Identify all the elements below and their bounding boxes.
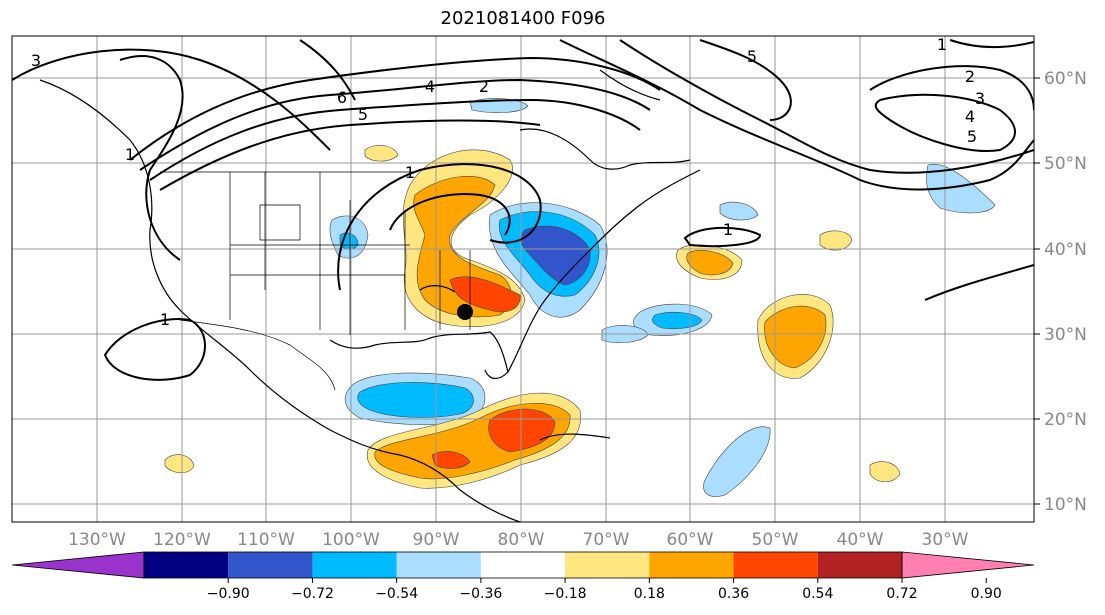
lat-label-20n: 20°N: [1044, 410, 1087, 430]
contour-label: 1: [160, 310, 170, 329]
colorbar-swatch: [817, 552, 902, 578]
anomaly-shading: [164, 98, 996, 497]
colorbar-tick-label: −0.54: [375, 586, 418, 602]
contour-label: 5: [967, 127, 977, 146]
contour-label: 2: [965, 67, 975, 86]
warm-small-atlantic-d: [869, 461, 901, 483]
lat-label-30n: 30°N: [1044, 325, 1087, 345]
contour-label: 3: [975, 89, 985, 108]
hot-core-caribbean: [488, 408, 556, 453]
lon-label-110w: 110°W: [237, 530, 295, 550]
colorbar-swatch: [733, 552, 818, 578]
lat-label-40n: 40°N: [1044, 240, 1087, 260]
colorbar-outline: [143, 551, 903, 579]
colorbar-swatch: [228, 552, 313, 578]
longitude-axis: 130°W 120°W 110°W 100°W 90°W 80°W 70°W 6…: [68, 530, 969, 550]
lat-label-10n: 10°N: [1044, 495, 1087, 515]
cold-core-gulf: [357, 382, 474, 418]
contour-label: 4: [965, 107, 975, 126]
colorbar-swatch: [396, 552, 481, 578]
contour-label: 1: [125, 145, 135, 164]
contour-label: 1: [405, 163, 415, 182]
contour-label: 5: [747, 47, 757, 66]
hot-core-southeast: [449, 276, 521, 313]
contour-lines: [12, 39, 1034, 381]
cold-core-northeast: [520, 225, 591, 286]
warm-core-atlantic-a: [764, 305, 827, 369]
colorbar-tick-label: −0.18: [544, 586, 587, 602]
colorbar-tick-label: 0.90: [971, 586, 1002, 602]
lat-label-60n: 60°N: [1044, 69, 1087, 89]
colorbar: −0.90 −0.72 −0.54 −0.36 −0.18 0.18 0.36 0.54 0.7…: [11, 551, 1035, 602]
colorbar-extend-high: [901, 551, 1035, 579]
lon-label-60w: 60°W: [667, 530, 714, 550]
warm-core-atlantic-b: [686, 250, 734, 276]
lon-label-90w: 90°W: [413, 530, 460, 550]
warm-small-canada: [364, 145, 399, 162]
colorbar-tick-label: −0.90: [207, 586, 250, 602]
latitude-axis: 60°N 50°N 40°N 30°N 20°N 10°N: [1034, 69, 1087, 515]
colorbar-swatch: [565, 552, 650, 578]
contour-label: 1: [937, 35, 947, 54]
colorbar-tick-label: −0.72: [291, 586, 334, 602]
colorbar-tick-label: 0.36: [718, 586, 749, 602]
graticule: [12, 36, 1034, 522]
cold-region-atlantic-c: [703, 426, 771, 497]
lon-label-130w: 130°W: [68, 530, 126, 550]
colorbar-swatch: [312, 552, 397, 578]
colorbar-swatch: [649, 552, 734, 578]
cold-region-atlantic-e: [719, 201, 759, 221]
contour-label: 6: [337, 88, 347, 107]
contour-label-group: 3 1 6 5 4 2 1 1 1 1 2 3 4 5 5: [31, 35, 985, 329]
hot-core-honduras: [431, 451, 471, 469]
lon-label-80w: 80°W: [498, 530, 545, 550]
warm-small-atlantic-c: [819, 230, 853, 251]
lat-label-50n: 50°N: [1044, 154, 1087, 174]
lon-label-30w: 30°W: [922, 530, 969, 550]
warm-small-pacific: [164, 454, 195, 474]
colorbar-tick-label: 0.54: [802, 586, 833, 602]
station-dot: [457, 304, 473, 320]
colorbar-tick-label: 0.72: [886, 586, 917, 602]
contour-label: 3: [31, 51, 41, 70]
colorbar-tick-label: −0.36: [459, 586, 502, 602]
colorbar-tick-label: 0.18: [634, 586, 665, 602]
contour-label: 4: [425, 77, 435, 96]
contour-label: 5: [358, 105, 368, 124]
colorbar-extend-low: [11, 551, 145, 579]
contour-label: 2: [479, 77, 489, 96]
lon-label-40w: 40°W: [837, 530, 884, 550]
map-frame: [11, 35, 1035, 523]
colorbar-swatch: [144, 552, 229, 578]
map-title: 2021081400 F096: [440, 8, 606, 29]
lon-label-100w: 100°W: [322, 530, 380, 550]
lon-label-120w: 120°W: [153, 530, 211, 550]
colorbar-swatch: [480, 552, 566, 578]
contour-label: 1: [723, 220, 733, 239]
lon-label-50w: 50°W: [752, 530, 799, 550]
coastlines: [39, 69, 701, 522]
lon-label-70w: 70°W: [583, 530, 630, 550]
political-borders: [160, 171, 471, 391]
